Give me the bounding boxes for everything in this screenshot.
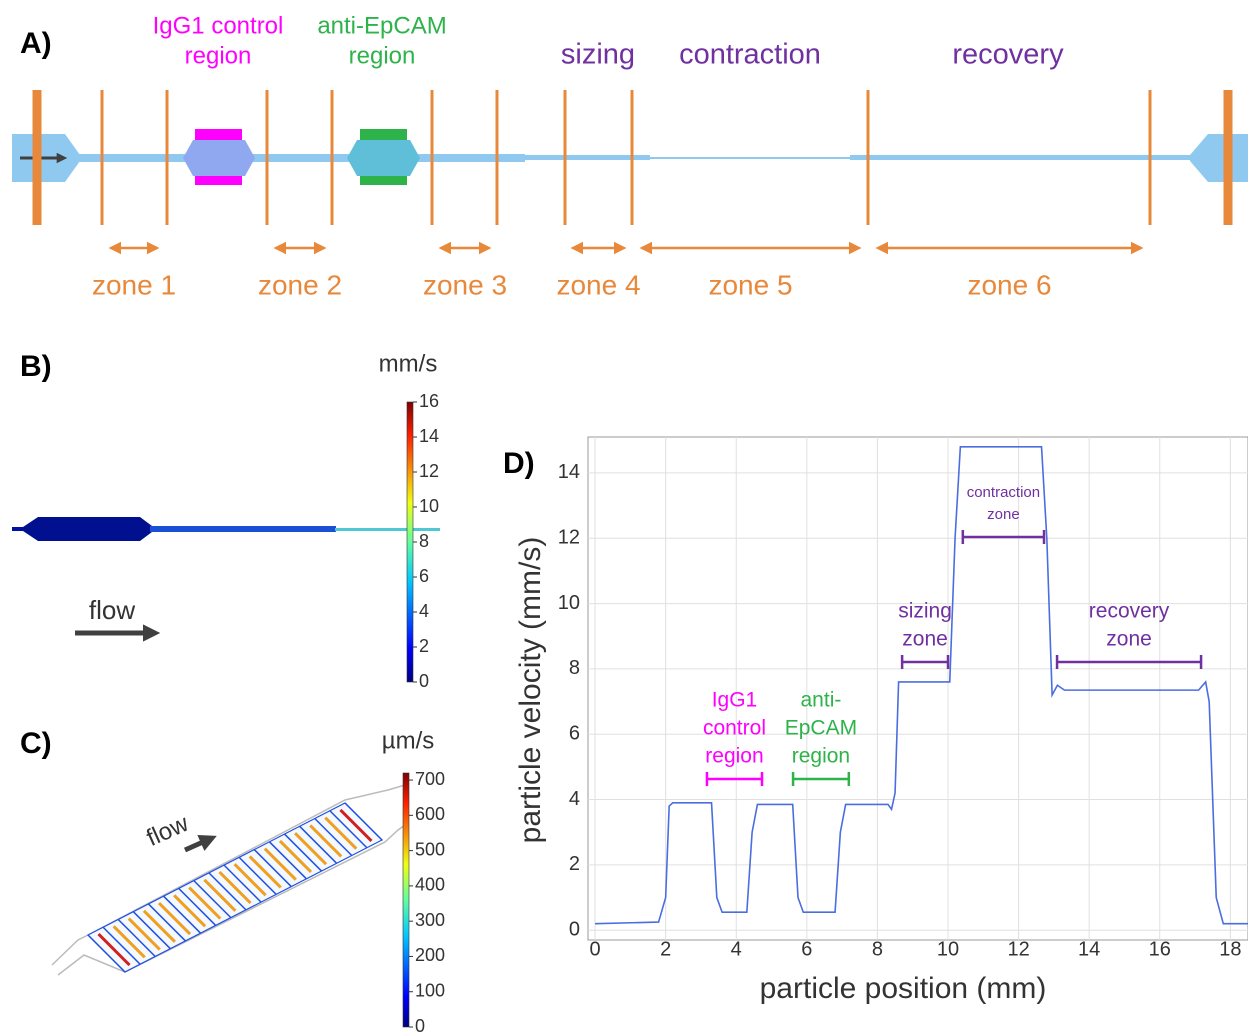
- y-tick-label: 6: [569, 723, 580, 745]
- figure: A) B) C) mm/s flow µm/s flow D) particle…: [0, 0, 1248, 1034]
- zone-label: zone 1: [92, 269, 176, 300]
- zone-label: zone 4: [556, 269, 640, 300]
- colorbar-tick-label: 4: [419, 601, 429, 621]
- channel: [850, 155, 1195, 160]
- colorbar-tick-label: 16: [419, 391, 439, 411]
- zone-label: zone 5: [708, 269, 792, 300]
- x-tick-label: 4: [731, 938, 742, 960]
- annotation-label: zone: [987, 506, 1020, 523]
- annotation-label: IgG1: [712, 689, 758, 712]
- page: { "panel_a": { "label": "A)", "regions":…: [0, 0, 1248, 1034]
- annotation-label: region: [792, 745, 850, 768]
- y-tick-label: 0: [569, 918, 580, 940]
- annotation-label: contraction: [967, 484, 1040, 501]
- y-tick-label: 12: [558, 527, 580, 549]
- chamber: [20, 517, 156, 541]
- panel-b-device: [12, 517, 440, 633]
- colorbar-tick-label: 10: [419, 496, 439, 516]
- panel-c-device: [52, 785, 405, 975]
- region-label: region: [349, 42, 416, 69]
- chamber: [347, 140, 420, 176]
- colorbar-tick-label: 200: [415, 945, 445, 965]
- colorbar-tick-label: 0: [419, 671, 429, 691]
- outlet: [1190, 134, 1248, 182]
- channel: [648, 157, 853, 159]
- y-tick-label: 8: [569, 657, 580, 679]
- x-tick-label: 8: [872, 938, 883, 960]
- channel: [75, 154, 525, 162]
- section-label: contraction: [679, 39, 821, 71]
- x-tick-label: 14: [1078, 938, 1100, 960]
- colorbar: [403, 773, 409, 1027]
- colorbar-tick-label: 500: [415, 839, 445, 859]
- zone-label: zone 6: [967, 269, 1051, 300]
- annotation-label: recovery: [1089, 600, 1170, 623]
- x-tick-label: 12: [1007, 938, 1029, 960]
- x-tick-label: 10: [937, 938, 959, 960]
- region-label: anti-EpCAM: [317, 12, 446, 39]
- y-tick-label: 2: [569, 853, 580, 875]
- x-tick-label: 18: [1219, 938, 1241, 960]
- y-tick-label: 10: [558, 592, 580, 614]
- flow-label: flow: [143, 810, 194, 852]
- x-tick-label: 2: [660, 938, 671, 960]
- y-tick-label: 14: [558, 461, 580, 483]
- annotation-label: anti-: [801, 689, 842, 712]
- section-label: recovery: [952, 39, 1064, 71]
- colorbar-tick-label: 12: [419, 461, 439, 481]
- colorbar-unit: µm/s: [382, 727, 435, 754]
- colorbar-tick-label: 14: [419, 426, 439, 446]
- colorbar-tick-label: 6: [419, 566, 429, 586]
- colorbar-tick-label: 0: [415, 1016, 425, 1034]
- flow-label: flow: [89, 595, 135, 625]
- annotation-label: control: [703, 717, 766, 740]
- colorbar: [407, 402, 413, 682]
- panel-label: C): [20, 727, 52, 760]
- zone-label: zone 3: [423, 269, 507, 300]
- colorbar-tick-label: 600: [415, 804, 445, 824]
- panel-label: A): [20, 27, 52, 60]
- colorbar-tick-label: 700: [415, 769, 445, 789]
- colorbar-tick-label: 400: [415, 875, 445, 895]
- region-label: IgG1 control: [153, 12, 284, 39]
- annotation-label: region: [705, 745, 763, 768]
- annotation-label: EpCAM: [785, 717, 857, 740]
- y-axis-label: particle velocity (mm/s): [514, 537, 547, 844]
- channel: [150, 526, 336, 532]
- zone-label: zone 2: [258, 269, 342, 300]
- panel-label: B): [20, 350, 52, 383]
- colorbar-unit: mm/s: [379, 350, 438, 377]
- region-label: region: [185, 42, 252, 69]
- x-axis-label: particle position (mm): [760, 972, 1047, 1005]
- colorbar-tick-label: 2: [419, 636, 429, 656]
- annotation-label: zone: [1106, 628, 1152, 651]
- y-tick-label: 4: [569, 788, 580, 810]
- flow-arrow: [185, 838, 212, 850]
- annotation-label: zone: [902, 628, 948, 651]
- x-tick-label: 0: [589, 938, 600, 960]
- x-tick-label: 6: [801, 938, 812, 960]
- colorbar-tick-label: 100: [415, 980, 445, 1000]
- panel-label: D): [503, 447, 535, 480]
- x-tick-label: 16: [1149, 938, 1171, 960]
- colorbar-tick-label: 8: [419, 531, 429, 551]
- annotation-label: sizing: [898, 600, 952, 623]
- colorbar-tick-label: 300: [415, 910, 445, 930]
- section-label: sizing: [561, 39, 635, 71]
- panel-a-device: [12, 90, 1248, 225]
- chamber: [183, 140, 255, 176]
